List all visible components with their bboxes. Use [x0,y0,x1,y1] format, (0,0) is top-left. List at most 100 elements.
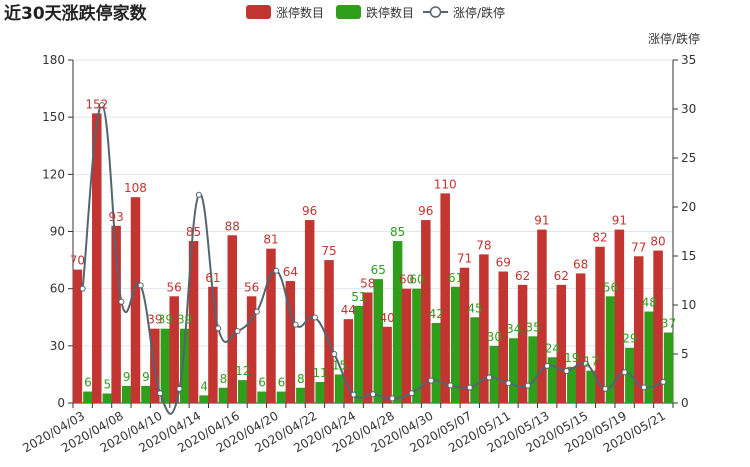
bar-down-label: 42 [429,307,444,321]
bar-up [459,267,470,403]
bar-up-label: 62 [554,269,569,283]
bar-up-label: 68 [573,257,588,271]
bar-up [556,284,567,403]
y2-tick-label: 20 [681,200,696,214]
bars [72,113,674,403]
ratio-point [350,391,357,398]
bar-down-label: 61 [448,271,463,285]
ratio-point [582,360,589,367]
bar-up [72,269,83,403]
bar-down [102,393,113,403]
bar-up [208,286,218,403]
bar-down [373,279,383,403]
bar-down [663,332,674,403]
bar-down [257,391,267,403]
bar-up [633,256,644,403]
y2-tick-label: 5 [681,347,689,361]
bar-down-label: 6 [278,376,286,390]
bar-up [130,197,141,403]
y-tick-label: 30 [50,339,65,353]
bar-up-label: 152 [85,97,108,111]
bar-down-label: 24 [545,341,560,355]
ratio-point [292,321,299,328]
bar-up [440,193,450,403]
bar-up-label: 108 [124,181,147,195]
bar-down-label: 5 [103,377,111,391]
bar-down-label: 6 [84,376,92,390]
bar-down-label: 30 [487,330,502,344]
bar-down [586,370,596,403]
ratio-point [195,191,202,198]
ratio-point [118,298,125,305]
data-labels: 7061525939108939395639854618881256681664… [70,97,676,393]
bar-up [246,296,257,403]
bar-down [489,345,500,403]
bar-down-label: 34 [506,322,521,336]
bar-up-label: 40 [379,311,394,325]
bar-up-label: 70 [70,254,85,268]
bar-up-label: 56 [167,280,182,294]
y2-tick-label: 30 [681,102,696,116]
bar-down [450,286,461,403]
bar-down [508,338,519,403]
bar-down [392,241,403,403]
bar-up-label: 91 [534,214,549,228]
bar-up [363,292,373,403]
bar-down-label: 15 [332,358,347,372]
y2-axis-label: 涨停/跌停 [648,31,700,46]
y-tick-label: 0 [57,396,65,410]
bar-up [227,235,238,403]
bar-up [498,271,508,403]
bar-down-label: 19 [564,351,579,365]
bar-down [160,328,171,403]
bar-down [354,305,364,403]
bar-up-label: 64 [283,265,298,279]
ratio-point [428,377,435,384]
ratio-point [137,282,144,289]
bar-up-label: 96 [418,204,433,218]
bar-up [575,273,586,403]
bar-down [296,387,306,403]
bar-up-label: 58 [360,276,375,290]
ratio-point [331,351,338,357]
bar-down-label: 9 [123,370,131,384]
ratio-point [563,368,570,375]
ratio-point [253,308,260,315]
bar-down [567,366,577,403]
ratio-point [486,374,493,381]
bar-up [382,326,392,403]
bar-down-label: 56 [603,280,618,294]
bar-up-label: 69 [496,256,511,270]
bar-down-label: 8 [220,372,228,386]
bar-down-label: 8 [297,372,305,386]
bar-up-label: 82 [592,231,607,245]
y-tick-label: 120 [42,167,65,181]
legend-marker [429,6,442,18]
ratio-point [176,385,183,392]
y-tick-label: 180 [42,53,65,67]
y2-tick-label: 15 [681,249,696,263]
bar-down-label: 9 [142,370,150,384]
bar-down-label: 39 [177,313,192,327]
bar-down [431,322,442,403]
bar-down [199,395,209,403]
bar-down-label: 12 [235,364,250,378]
ratio-point [99,102,106,109]
bar-down [528,336,538,403]
bar-down [644,311,654,403]
bar-down [605,296,616,403]
bar-down [83,391,93,403]
ratio-point [621,369,628,376]
bar-down-label: 60 [409,273,424,287]
bar-down-label: 11 [313,366,328,380]
bar-down [334,374,345,403]
bar-up [401,288,412,403]
ratio-line-path [81,104,664,415]
bar-down-label: 29 [622,332,637,346]
bar-down-label: 51 [351,290,366,304]
y2-tick-label: 0 [681,396,689,410]
bar-up-label: 62 [515,269,530,283]
bar-down [238,380,248,403]
bar-down [121,385,132,403]
